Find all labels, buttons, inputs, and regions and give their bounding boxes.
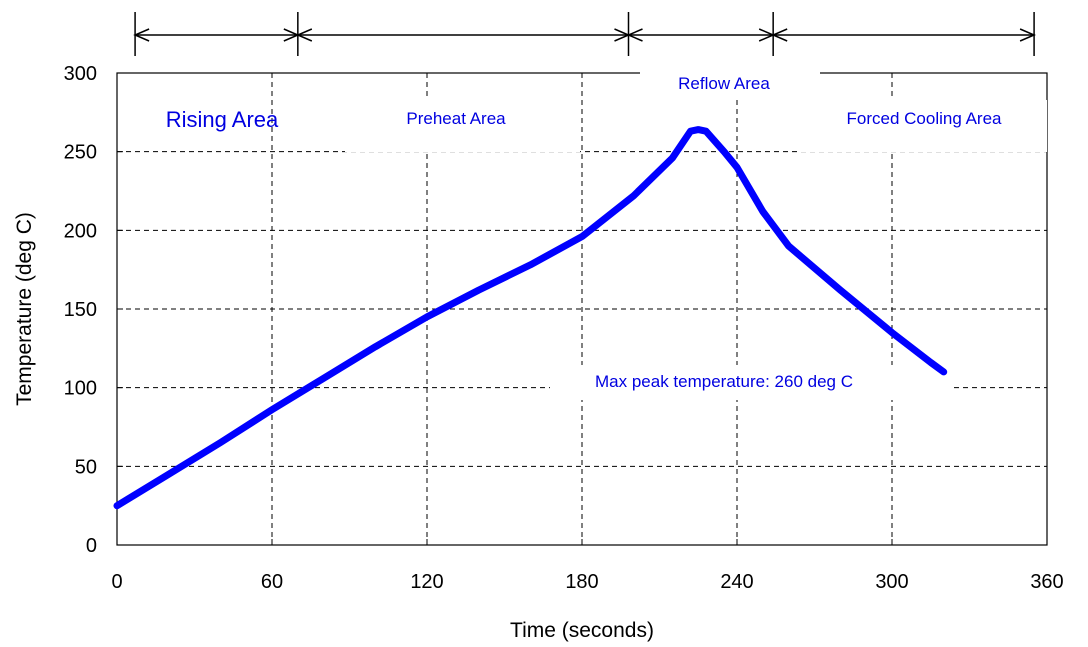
peak-annotation-mask [550, 365, 950, 400]
y-tick-label: 150 [64, 299, 97, 321]
x-tick-label: 180 [565, 571, 598, 593]
peak-temperature-annotation: Max peak temperature: 260 deg C [595, 372, 853, 391]
region-span-arrow [626, 28, 776, 42]
region-span-arrow [133, 28, 300, 42]
y-tick-label: 100 [64, 378, 97, 400]
preheat-label-mask [345, 100, 580, 152]
x-tick-label: 360 [1030, 571, 1063, 593]
region-label-preheat: Preheat Area [406, 109, 506, 128]
y-tick-label: 50 [75, 456, 97, 478]
x-tick-label: 240 [720, 571, 753, 593]
x-tick-label: 300 [875, 571, 908, 593]
reflow-label-mask [640, 60, 820, 100]
region-label-reflow: Reflow Area [678, 74, 770, 93]
region-label-forced-cooling: Forced Cooling Area [847, 109, 1003, 128]
x-axis-title: Time (seconds) [510, 619, 654, 642]
cooling-label-mask [800, 100, 1047, 152]
region-label-rising: Rising Area [166, 107, 279, 132]
y-tick-label: 0 [86, 535, 97, 557]
y-tick-label: 200 [64, 220, 97, 242]
x-tick-label: 60 [261, 571, 283, 593]
x-tick-label: 120 [410, 571, 443, 593]
region-arrows [133, 12, 1036, 56]
region-span-arrow [771, 28, 1036, 42]
temperature-curve-layer [113, 126, 948, 510]
region-span-arrow [295, 28, 631, 42]
temperature-curve [113, 126, 948, 510]
y-tick-label: 250 [64, 142, 97, 164]
tick-labels: 0 60 120 180 240 300 360 0 50 100 150 200 250 300 [64, 63, 1064, 593]
y-tick-label: 300 [64, 63, 97, 85]
y-axis-title: Temperature (deg C) [13, 212, 36, 406]
x-tick-label: 0 [111, 571, 122, 593]
